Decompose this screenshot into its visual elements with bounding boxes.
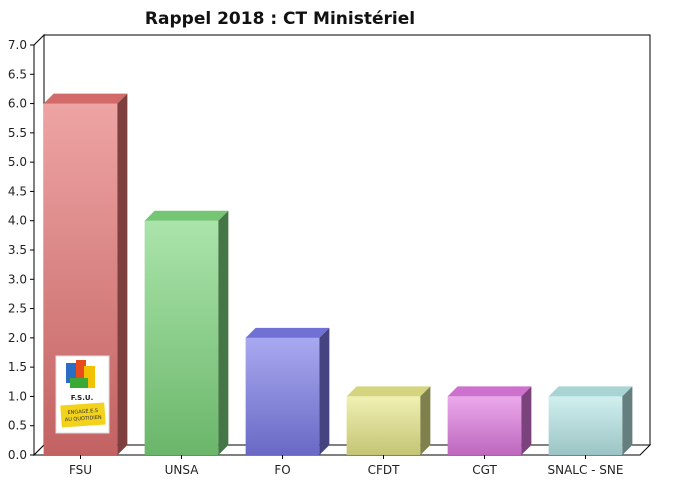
bar-fo [245, 327, 330, 455]
x-axis: FSU UNSA FO CFDT CGT SNALC - SNE [69, 455, 624, 477]
bar-front [144, 220, 219, 455]
fsu-logo: F.S.U. ENGAGÉ.E.S AU QUOTIDIEN [55, 355, 110, 434]
y-tick-label: 4.5 [8, 184, 27, 198]
y-tick-label: 3.0 [8, 272, 27, 286]
bar-front [548, 396, 623, 455]
bar-side [622, 386, 633, 455]
x-tick-label: SNALC - SNE [547, 463, 623, 477]
bar-cgt [447, 386, 532, 455]
y-tick-label: 5.0 [8, 155, 27, 169]
x-tick-label: CGT [472, 463, 497, 477]
y-tick-label: 1.0 [8, 389, 27, 403]
y-tick-label: 6.5 [8, 67, 27, 81]
y-axis: 0.0 0.5 1.0 1.5 2.0 2.5 3.0 3.5 4.0 4.5 5.0 5.5 6.0 6… [8, 38, 34, 462]
bar-unsa [144, 210, 229, 455]
y-tick-label: 5.5 [8, 126, 27, 140]
y-tick-label: 6.0 [8, 97, 27, 111]
x-tick-label: FO [274, 463, 290, 477]
bar-top [548, 386, 633, 397]
bar-snalc-sne [548, 386, 633, 455]
bar-top [245, 327, 330, 338]
y-tick-label: 2.0 [8, 331, 27, 345]
bar-side [117, 93, 128, 456]
y-tick-label: 7.0 [8, 38, 27, 52]
y-tick-label: 2.5 [8, 302, 27, 316]
y-tick-label: 0.0 [8, 448, 27, 462]
bar-top [346, 386, 431, 397]
bar-side [319, 327, 330, 455]
logo-text-quotidien: AU QUOTIDIEN [65, 415, 103, 424]
bar-cfdt [346, 386, 431, 455]
bar-front [245, 337, 320, 455]
bar-side [218, 210, 229, 455]
chart-title: Rappel 2018 : CT Ministériel [144, 9, 416, 29]
bar-front [447, 396, 522, 455]
logo-text-fsu: F.S.U. [71, 394, 93, 402]
bar-front [346, 396, 421, 455]
y-tick-label: 0.5 [8, 419, 27, 433]
bar-top [144, 210, 229, 221]
logo-text-engages: ENGAGÉ.E.S [67, 406, 98, 416]
x-tick-label: UNSA [165, 463, 200, 477]
bar-top [447, 386, 532, 397]
x-tick-label: FSU [69, 463, 92, 477]
bar-top [43, 93, 128, 104]
bar-side [521, 386, 532, 455]
y-tick-label: 1.5 [8, 360, 27, 374]
y-tick-label: 4.0 [8, 214, 27, 228]
y-tick-label: 3.5 [8, 243, 27, 257]
bar-side [420, 386, 431, 455]
x-tick-label: CFDT [368, 463, 401, 477]
